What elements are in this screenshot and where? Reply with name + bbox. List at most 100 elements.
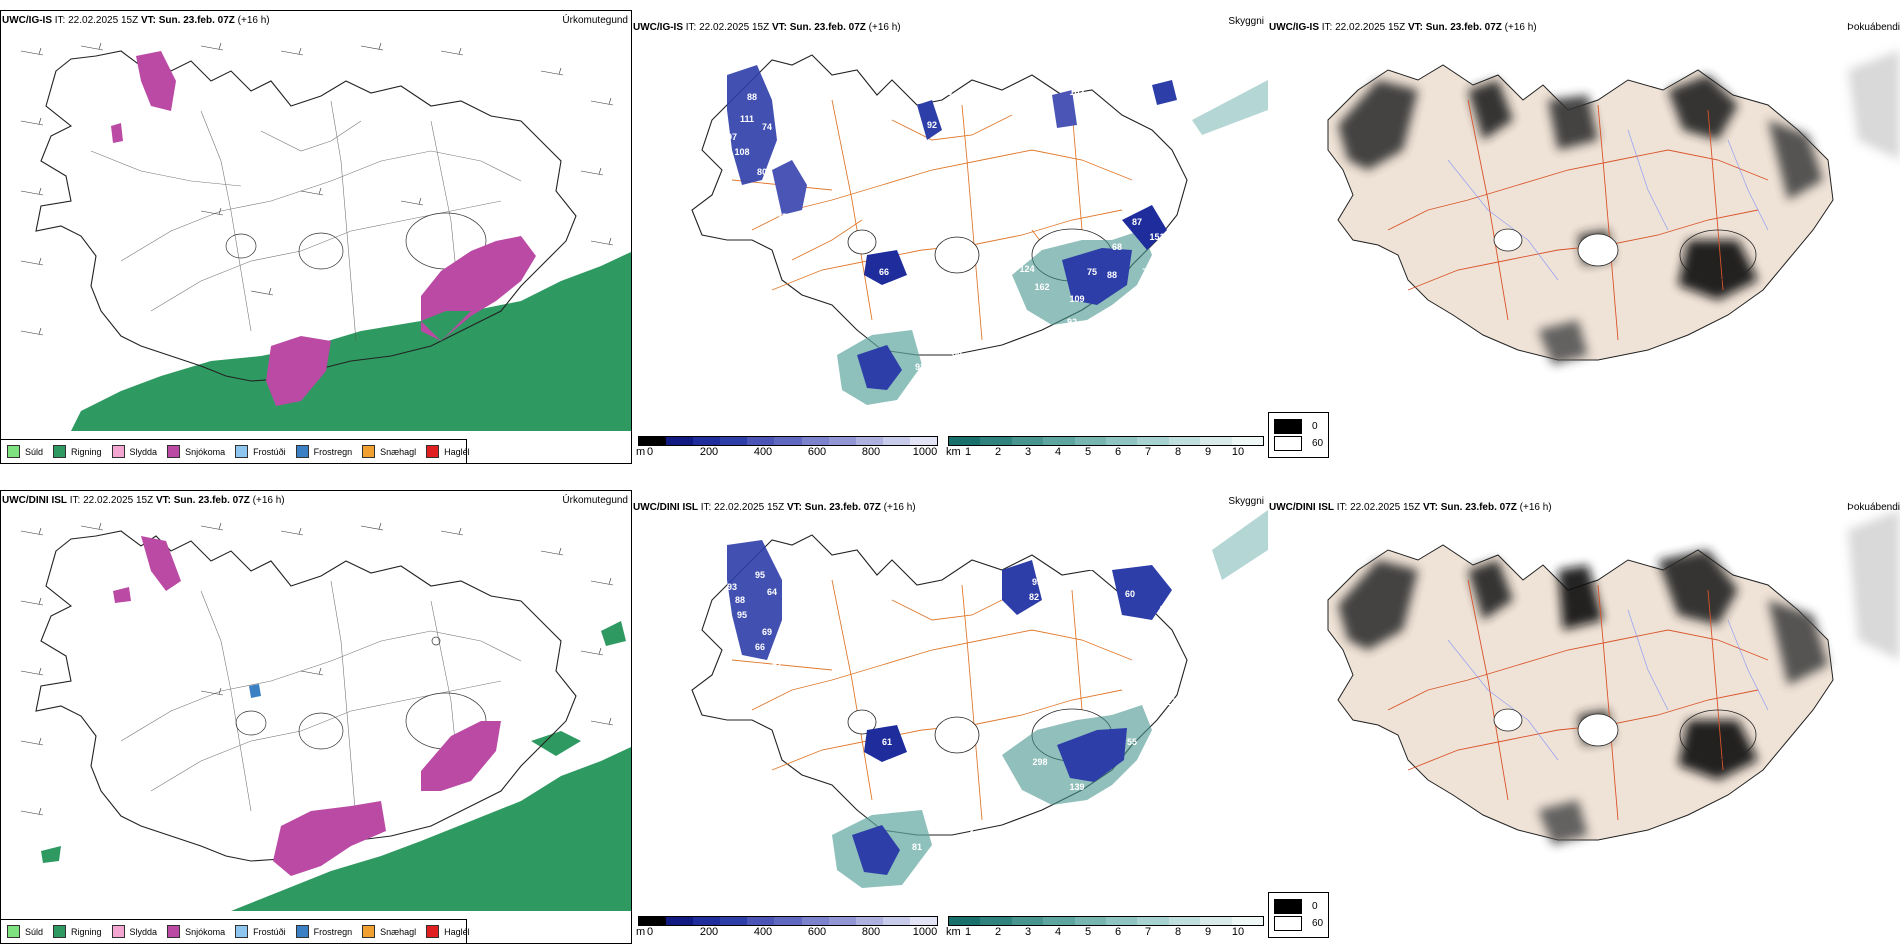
panel-parameter-label: Úrkomutegund [562,15,628,26]
legend-swatch [1274,916,1302,931]
panel-title: UWC/IG-IS IT: 22.02.2025 15Z VT: Sun. 23… [1269,22,1537,33]
precip-map [20,42,631,431]
svg-text:87: 87 [1132,217,1142,227]
legend-swatch [111,925,125,938]
svg-text:86: 86 [727,690,737,700]
legend-swatch [7,445,20,458]
svg-text:61: 61 [765,672,775,682]
legend-swatch [426,445,440,458]
legend-item: Haglél [426,925,470,938]
svg-text:86: 86 [952,348,962,358]
legend-item: Snæhagl [362,925,416,938]
svg-text:92: 92 [1067,317,1077,327]
svg-text:118: 118 [1085,562,1100,572]
cloud-panel-top: UWC/IG-IS IT: 22.02.2025 15Z VT: Sun. 23… [632,10,1268,464]
legend-item: 60 [1274,436,1323,451]
precip-type-legend: Súld Rigning Slydda Snjókoma Frostúði Fr… [1,919,470,943]
colorbar-swatches [948,916,1264,926]
svg-text:124: 124 [1019,264,1034,274]
legend-swatch [426,925,440,938]
svg-text:151: 151 [1149,232,1164,242]
legend-item: 0 [1274,419,1323,434]
legend-item: Rigning [53,445,102,458]
svg-text:108: 108 [734,147,749,157]
colorbar-swatches [638,436,938,446]
svg-text:74: 74 [747,182,757,192]
precip-panel-bottom: UWC/DINI ISL IT: 22.02.2025 15Z VT: Sun.… [0,490,632,944]
colorbar-unit: m [636,926,646,938]
svg-text:68: 68 [1107,607,1117,617]
panel-title: UWC/IG-IS IT: 22.02.2025 15Z VT: Sun. 23… [2,15,270,26]
svg-text:66: 66 [879,267,889,277]
colorbar-swatches [638,916,938,926]
cloud-base-colorbar: 0 200 400 600 800 1000 m [636,436,938,460]
legend-item: Haglél [426,445,470,458]
fog-legend: 0 60 [1268,412,1330,458]
legend-swatch [362,445,376,458]
svg-text:118: 118 [1085,74,1100,84]
svg-text:88: 88 [735,595,745,605]
svg-text:93: 93 [727,582,737,592]
svg-text:64: 64 [767,587,777,597]
svg-text:69: 69 [952,869,962,879]
colorbar-unit: m [636,446,646,458]
svg-text:93: 93 [915,362,925,372]
svg-text:89: 89 [1082,579,1092,589]
svg-text:109: 109 [1069,294,1084,304]
visibility-colorbar: 1 2 3 4 5 6 7 8 9 10 km [946,916,1264,940]
legend-swatch [295,445,309,458]
cloud-map: 88 111 74 97 108 80 74 75 78 100 51 68 6… [672,54,1268,405]
svg-text:78: 78 [782,224,792,234]
legend-item: Slydda [111,925,157,938]
svg-text:162: 162 [1034,282,1049,292]
svg-text:27: 27 [1167,697,1177,707]
legend-swatch [1274,419,1302,434]
svg-text:127: 127 [944,255,959,265]
legend-swatch [167,925,181,938]
colorbar-unit: km [946,446,961,458]
colorbar-swatches [948,436,1264,446]
svg-text:98: 98 [947,732,957,742]
legend-item: Súld [7,445,43,458]
visibility-colorbar: 1 2 3 4 5 6 7 8 9 10 km [946,436,1264,460]
legend-swatch [167,445,181,458]
fog-panel-top: UWC/IG-IS IT: 22.02.2025 15Z VT: Sun. 23… [1268,10,1900,464]
svg-text:99: 99 [1032,577,1042,587]
svg-text:100: 100 [749,230,764,240]
legend-swatch [1274,436,1302,451]
svg-text:95: 95 [737,610,747,620]
svg-text:64: 64 [1127,622,1137,632]
panel-parameter-label: Úrkomutegund [562,495,628,506]
legend-item: Frostúði [235,925,286,938]
svg-text:75: 75 [1087,267,1097,277]
svg-text:95: 95 [755,570,765,580]
legend-item: Snæhagl [362,445,416,458]
svg-text:80: 80 [757,167,767,177]
svg-text:74: 74 [949,390,959,400]
legend-item: 0 [1274,899,1323,914]
svg-text:97: 97 [727,132,737,142]
legend-item: Frostregn [295,445,352,458]
svg-text:75: 75 [777,212,787,222]
legend-swatch [7,925,20,938]
precip-map [20,522,631,911]
fog-map [1327,510,1900,845]
svg-text:298: 298 [1032,757,1047,767]
colorbar-unit: km [946,926,961,938]
cloud-map: 95 93 88 64 95 69 66 57 61 86 46 61 31 9… [672,510,1268,888]
svg-text:104: 104 [1159,604,1174,614]
cloud-base-labels: 95 93 88 64 95 69 66 57 61 86 46 61 31 9… [672,562,1177,879]
cloud-base-colorbar: 0 200 400 600 800 1000 m [636,916,938,940]
svg-text:46: 46 [672,712,682,722]
svg-text:88: 88 [1107,270,1117,280]
svg-text:74: 74 [762,122,772,132]
legend-item: Frostregn [295,925,352,938]
legend-item: 60 [1274,916,1323,931]
panel-title: UWC/DINI ISL IT: 22.02.2025 15Z VT: Sun.… [1269,502,1552,513]
svg-text:88: 88 [747,92,757,102]
legend-item: Rigning [53,925,102,938]
legend-swatch [111,445,125,458]
svg-text:66: 66 [755,642,765,652]
svg-text:142: 142 [1064,807,1079,817]
precip-type-legend: Súld Rigning Slydda Snjókoma Frostúði Fr… [1,439,470,463]
